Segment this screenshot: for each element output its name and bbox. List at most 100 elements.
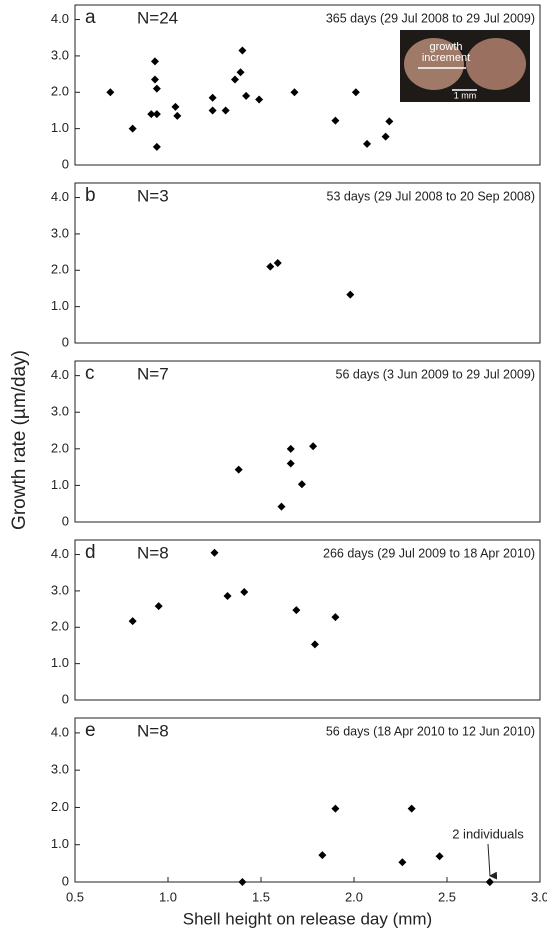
x-tick-label: 2.0	[345, 889, 363, 904]
shell	[404, 38, 464, 90]
point	[234, 465, 243, 474]
y-tick-label: 4.0	[51, 724, 69, 739]
panel-frame	[74, 4, 541, 166]
point	[485, 878, 494, 886]
panel-label: b	[85, 185, 96, 206]
y-tick-label: 2.0	[51, 799, 69, 814]
point	[242, 91, 251, 100]
annotation-arrow	[487, 843, 498, 880]
point	[385, 117, 394, 126]
y-tick-label: 4.0	[51, 189, 69, 204]
panel-label: e	[85, 720, 96, 741]
point	[150, 75, 159, 84]
y-axis-label: Growth rate (µm/day)	[9, 350, 30, 530]
y-tick-label: 1.0	[51, 655, 69, 670]
point	[273, 259, 282, 267]
point	[381, 132, 390, 141]
y-tick-label: 0	[62, 156, 69, 171]
point	[351, 88, 360, 97]
panel-frame	[74, 182, 541, 344]
point	[221, 106, 230, 115]
y-tick-label: 0	[62, 691, 69, 706]
point	[331, 804, 340, 813]
y-tick-label: 0	[62, 334, 69, 349]
y-tick-label: 1.0	[51, 477, 69, 492]
point	[238, 878, 247, 886]
point	[240, 588, 249, 596]
panel-title: 56 days (3 Jun 2009 to 29 Jul 2009)	[336, 367, 535, 381]
point	[277, 502, 286, 511]
point	[147, 110, 156, 119]
point	[363, 139, 372, 148]
point	[128, 124, 137, 133]
point	[223, 592, 232, 600]
panel-title: 53 days (29 Jul 2008 to 20 Sep 2008)	[327, 189, 535, 203]
point	[173, 111, 182, 120]
point	[236, 68, 245, 77]
point	[331, 116, 340, 125]
y-tick-label: 3.0	[51, 404, 69, 419]
sample-size: N=8	[137, 721, 169, 740]
point	[208, 106, 217, 115]
point	[230, 75, 239, 84]
y-tick-label: 2.0	[51, 84, 69, 99]
point	[310, 640, 319, 649]
y-tick-label: 3.0	[51, 762, 69, 777]
panel-label: d	[85, 542, 96, 563]
point	[346, 290, 355, 299]
x-tick-label: 0.5	[66, 889, 84, 904]
y-tick-label: 1.0	[51, 298, 69, 313]
y-tick-label: 4.0	[51, 367, 69, 382]
inset-label: increment	[422, 52, 470, 64]
y-tick-label: 3.0	[51, 582, 69, 597]
y-tick-label: 2.0	[51, 619, 69, 634]
point	[152, 142, 161, 151]
point	[150, 57, 159, 66]
panel-title: 266 days (29 Jul 2009 to 18 Apr 2010)	[323, 546, 535, 560]
point	[407, 804, 416, 813]
point	[398, 858, 407, 867]
point	[318, 851, 327, 860]
y-tick-label: 3.0	[51, 47, 69, 62]
panel-frame	[74, 717, 541, 883]
point	[297, 480, 306, 489]
sample-size: N=24	[137, 8, 178, 27]
inset-label: growth	[429, 41, 462, 53]
y-tick-label: 4.0	[51, 546, 69, 561]
point	[106, 88, 115, 97]
annotation: 2 individuals	[452, 826, 524, 841]
point	[290, 88, 299, 97]
point	[292, 606, 301, 615]
x-axis-label: Shell height on release day (mm)	[183, 909, 432, 928]
point	[171, 102, 180, 111]
point	[152, 110, 161, 119]
sample-size: N=8	[137, 543, 169, 562]
point	[286, 459, 295, 468]
panel-title: 365 days (29 Jul 2008 to 29 Jul 2009)	[326, 11, 535, 25]
shell	[466, 38, 526, 90]
y-tick-label: 1.0	[51, 836, 69, 851]
y-tick-label: 1.0	[51, 120, 69, 135]
point	[286, 444, 295, 453]
inset-scale: 1 mm	[454, 90, 477, 100]
point	[210, 548, 219, 557]
panel-frame	[74, 539, 541, 701]
point	[128, 617, 137, 626]
sample-size: N=3	[137, 186, 169, 205]
y-tick-label: 4.0	[51, 11, 69, 26]
point	[309, 442, 318, 451]
point	[152, 84, 161, 93]
y-tick-label: 3.0	[51, 225, 69, 240]
y-tick-label: 0	[62, 873, 69, 888]
x-tick-label: 2.5	[438, 889, 456, 904]
panel-label: a	[85, 7, 96, 28]
panel-frame	[74, 360, 541, 523]
point	[255, 95, 264, 104]
point	[435, 852, 444, 861]
y-tick-label: 2.0	[51, 440, 69, 455]
point	[331, 613, 340, 622]
x-tick-label: 1.0	[159, 889, 177, 904]
point	[154, 602, 163, 611]
